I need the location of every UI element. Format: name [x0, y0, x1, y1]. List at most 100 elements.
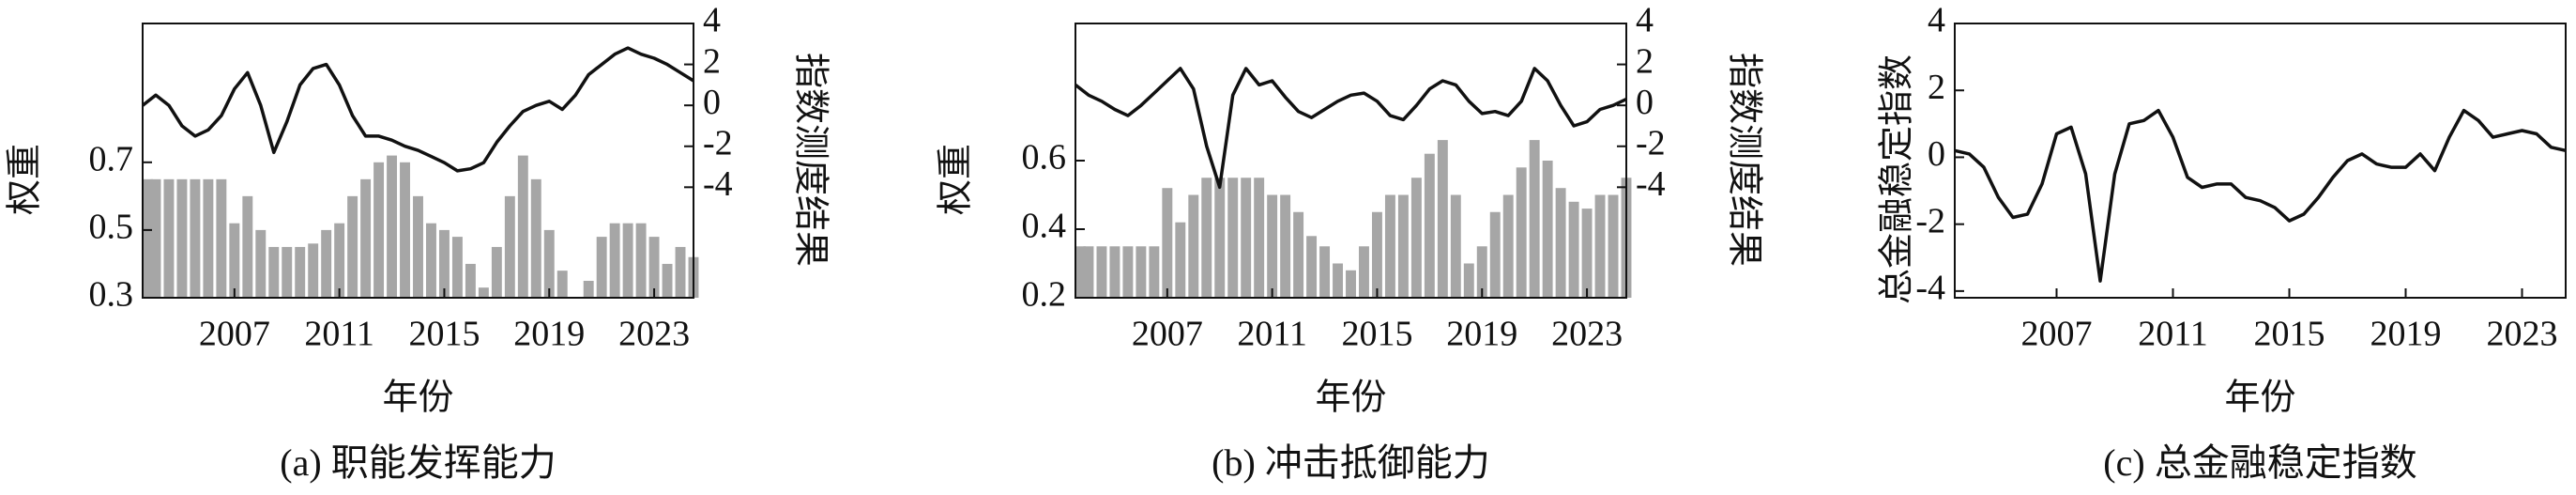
bar — [1109, 246, 1120, 298]
x-tick-label: 2019 — [513, 315, 585, 354]
bar — [1096, 246, 1107, 298]
bar — [1075, 246, 1086, 298]
bar — [648, 237, 660, 298]
bar — [1371, 211, 1382, 298]
bar — [556, 271, 568, 298]
bar — [1201, 178, 1212, 298]
bar — [413, 195, 423, 298]
bar — [1437, 140, 1448, 298]
bar — [596, 237, 607, 298]
bar — [662, 263, 673, 298]
bar — [360, 178, 372, 298]
bar — [1555, 188, 1566, 298]
bar — [255, 229, 267, 298]
y-tick-label: -2 — [1915, 201, 1945, 240]
bar — [1410, 178, 1422, 298]
bar — [268, 246, 280, 298]
y2-tick-label: 2 — [1636, 41, 1654, 81]
index-line — [141, 46, 694, 173]
x-tick-label: 2023 — [618, 315, 690, 354]
y-tick-label: 2 — [1928, 68, 1945, 107]
y-tick-label: 0.7 — [89, 140, 134, 179]
y-axis-title: 权重 — [937, 144, 976, 215]
bar — [609, 223, 620, 298]
y2-tick-label: 0 — [703, 83, 721, 122]
y-tick-label: -4 — [1915, 269, 1945, 308]
bar — [163, 178, 175, 298]
bar — [675, 246, 686, 298]
x-tick-label: 2007 — [2021, 315, 2093, 354]
bar — [143, 178, 153, 298]
x-tick-label: 2007 — [199, 315, 270, 354]
x-tick-label: 2023 — [2487, 315, 2558, 354]
bar — [1568, 201, 1579, 298]
y2-tick-label: -2 — [703, 123, 733, 162]
bar — [1581, 209, 1593, 298]
bar — [242, 195, 253, 298]
y2-tick-label: 4 — [1636, 1, 1654, 40]
x-tick-label: 2019 — [2370, 315, 2442, 354]
bar — [1489, 211, 1501, 298]
x-tick-label: 2015 — [2254, 315, 2325, 354]
y2-tick-label: 2 — [703, 41, 721, 81]
bar — [1542, 161, 1553, 298]
bar — [1188, 194, 1199, 298]
bar — [1227, 178, 1239, 298]
bar — [400, 162, 410, 298]
bar — [203, 178, 214, 298]
bar — [1608, 194, 1619, 298]
caption: (b) 冲击抵御能力 — [1212, 441, 1490, 484]
bar — [176, 178, 188, 298]
bar — [1083, 246, 1094, 298]
caption: (a) 职能发挥能力 — [280, 441, 556, 484]
bar — [1450, 194, 1461, 298]
bar — [1136, 246, 1147, 298]
bar — [1122, 246, 1134, 298]
bar — [491, 246, 502, 298]
caption: (c) 总金融稳定指数 — [2103, 441, 2416, 484]
bar — [622, 223, 633, 298]
bar — [190, 178, 201, 298]
y-tick-label: 4 — [1928, 1, 1945, 40]
bar — [1424, 153, 1435, 298]
x-tick-label: 2019 — [1446, 315, 1517, 354]
bar — [1346, 270, 1356, 298]
bar — [517, 155, 528, 298]
x-tick-label: 2015 — [1341, 315, 1412, 354]
bar — [216, 178, 227, 298]
y-tick-label: 0.4 — [1022, 207, 1067, 246]
x-tick-label: 2007 — [1132, 315, 1203, 354]
bar — [1333, 263, 1343, 298]
bar — [583, 280, 594, 298]
x-axis-title: 年份 — [1315, 379, 1386, 418]
bar — [1502, 194, 1514, 298]
y-tick-label: 0.2 — [1022, 275, 1067, 315]
bar — [1267, 194, 1278, 298]
y-tick-label: 0 — [1928, 134, 1945, 174]
bar — [1529, 140, 1540, 298]
y2-tick-label: -4 — [703, 164, 733, 204]
bar — [1254, 178, 1265, 298]
y-tick-label: 0.5 — [89, 208, 134, 247]
bar — [1516, 167, 1527, 298]
y2-tick-label: 0 — [1636, 83, 1654, 122]
bar — [229, 223, 240, 298]
bar — [1241, 178, 1252, 298]
x-tick-label: 2011 — [304, 315, 374, 354]
bar — [1175, 222, 1186, 298]
y2-axis-title: 指数测度结果 — [790, 53, 830, 267]
x-tick-label: 2015 — [408, 315, 480, 354]
x-tick-label: 2011 — [2138, 315, 2208, 354]
bar — [1214, 178, 1226, 298]
bar — [530, 178, 541, 298]
bar — [465, 263, 476, 298]
bar — [1359, 246, 1369, 298]
bar — [1476, 246, 1487, 298]
bar — [1463, 263, 1474, 298]
x-tick-label: 2023 — [1551, 315, 1623, 354]
bar — [426, 223, 436, 298]
bar — [451, 237, 463, 298]
bar — [1306, 236, 1318, 298]
bar — [635, 223, 647, 298]
y2-axis-title: 指数测度结果 — [1724, 53, 1763, 267]
